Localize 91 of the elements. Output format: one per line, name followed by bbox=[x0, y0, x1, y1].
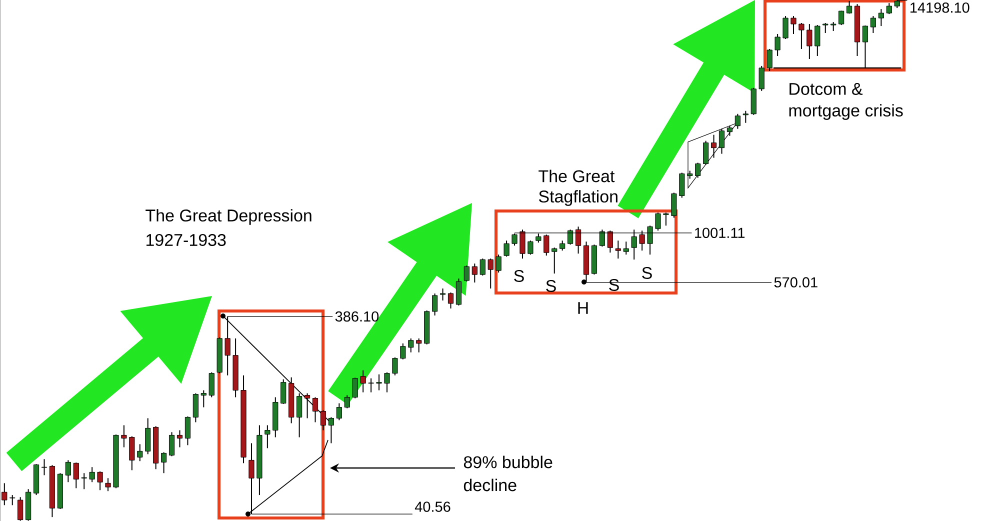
candlestick bbox=[774, 34, 780, 56]
candlestick bbox=[822, 22, 828, 34]
candlestick bbox=[129, 436, 135, 471]
annotation: S bbox=[546, 280, 556, 292]
candlestick bbox=[368, 378, 374, 393]
candlestick bbox=[137, 444, 143, 462]
annotation: The Great bbox=[538, 170, 615, 182]
candlestick bbox=[488, 258, 494, 290]
candlestick bbox=[264, 424, 270, 449]
candlestick bbox=[81, 472, 87, 490]
ref-line-label: 570.01 bbox=[774, 277, 818, 288]
candlestick bbox=[184, 416, 191, 446]
candlestick bbox=[814, 24, 820, 56]
candlestick bbox=[710, 134, 717, 158]
candlestick bbox=[392, 356, 398, 376]
annotation: S bbox=[642, 266, 652, 280]
candlestick bbox=[105, 478, 111, 492]
candlestick bbox=[679, 172, 685, 198]
candlestick bbox=[671, 192, 677, 218]
candlestick bbox=[528, 240, 534, 256]
candlestick bbox=[464, 265, 470, 282]
candlestick bbox=[304, 392, 310, 419]
candlestick bbox=[472, 263, 478, 284]
annotation: H bbox=[578, 302, 588, 314]
candlestick bbox=[758, 65, 764, 92]
ref-line-label: 14198.10 bbox=[910, 2, 970, 13]
candlestick bbox=[200, 390, 206, 408]
candlestick bbox=[65, 460, 71, 483]
candlestick bbox=[703, 140, 709, 166]
candlestick bbox=[344, 394, 350, 409]
candlestick bbox=[838, 10, 844, 26]
candlestick bbox=[496, 254, 502, 274]
candlestick bbox=[408, 338, 414, 353]
candlestick bbox=[456, 278, 462, 306]
candlestick bbox=[416, 338, 422, 353]
candlestick bbox=[790, 16, 796, 35]
candlestick bbox=[192, 392, 198, 423]
candlestick bbox=[168, 432, 175, 457]
candlestick bbox=[718, 128, 725, 154]
candlestick bbox=[655, 212, 661, 232]
annotation: S bbox=[609, 278, 619, 292]
candlestick bbox=[870, 16, 876, 34]
candlestick bbox=[448, 292, 454, 309]
candlestick bbox=[352, 377, 358, 399]
candlestick bbox=[97, 470, 103, 491]
candlestick bbox=[806, 24, 812, 60]
annotation: decline bbox=[464, 478, 516, 492]
candlestick bbox=[623, 241, 629, 256]
candlestick bbox=[695, 162, 701, 178]
ref-line-label: 40.56 bbox=[414, 502, 450, 512]
candlestick bbox=[336, 402, 342, 421]
candlestick bbox=[846, 0, 852, 14]
annotation: 1927-1933 bbox=[146, 234, 226, 246]
candlestick bbox=[161, 452, 167, 474]
annotation: Dotcom & bbox=[790, 83, 863, 95]
ref-line-label: 386.10 bbox=[335, 311, 379, 322]
annotation: The Great Depression bbox=[146, 209, 312, 225]
candlestick bbox=[726, 125, 733, 136]
candlestick bbox=[400, 342, 406, 360]
candlestick bbox=[176, 430, 183, 448]
candlestick bbox=[440, 288, 446, 301]
candlestick bbox=[504, 240, 510, 258]
candlestick bbox=[560, 240, 566, 252]
candlestick bbox=[2, 482, 8, 506]
candlestick bbox=[742, 110, 748, 124]
candlestick bbox=[280, 378, 286, 404]
candlestick bbox=[782, 16, 788, 40]
candlestick bbox=[615, 240, 621, 260]
candlestick bbox=[886, 2, 892, 15]
ref-line-label: 1001.11 bbox=[695, 228, 745, 238]
candlestick bbox=[89, 466, 95, 483]
candlestick bbox=[376, 374, 382, 391]
candlestick bbox=[552, 247, 558, 274]
annotation: mortgage crisis bbox=[789, 104, 903, 120]
annotation: Stagflation bbox=[538, 190, 618, 206]
candlestick bbox=[18, 496, 24, 521]
candlestick bbox=[121, 424, 127, 448]
candlestick bbox=[480, 258, 486, 276]
candlestick bbox=[208, 372, 214, 398]
candlestick bbox=[384, 372, 390, 393]
candlestick bbox=[432, 292, 438, 316]
candlestick bbox=[663, 212, 669, 226]
candlestick bbox=[73, 462, 79, 489]
candlestick bbox=[878, 8, 884, 27]
candlestick bbox=[798, 22, 804, 50]
candlestick bbox=[41, 458, 48, 476]
candlestick bbox=[145, 418, 151, 455]
annotation: S bbox=[514, 270, 524, 282]
candlestick bbox=[360, 370, 366, 393]
candlestick bbox=[10, 494, 16, 506]
annotation: 89% bubble bbox=[464, 456, 552, 468]
